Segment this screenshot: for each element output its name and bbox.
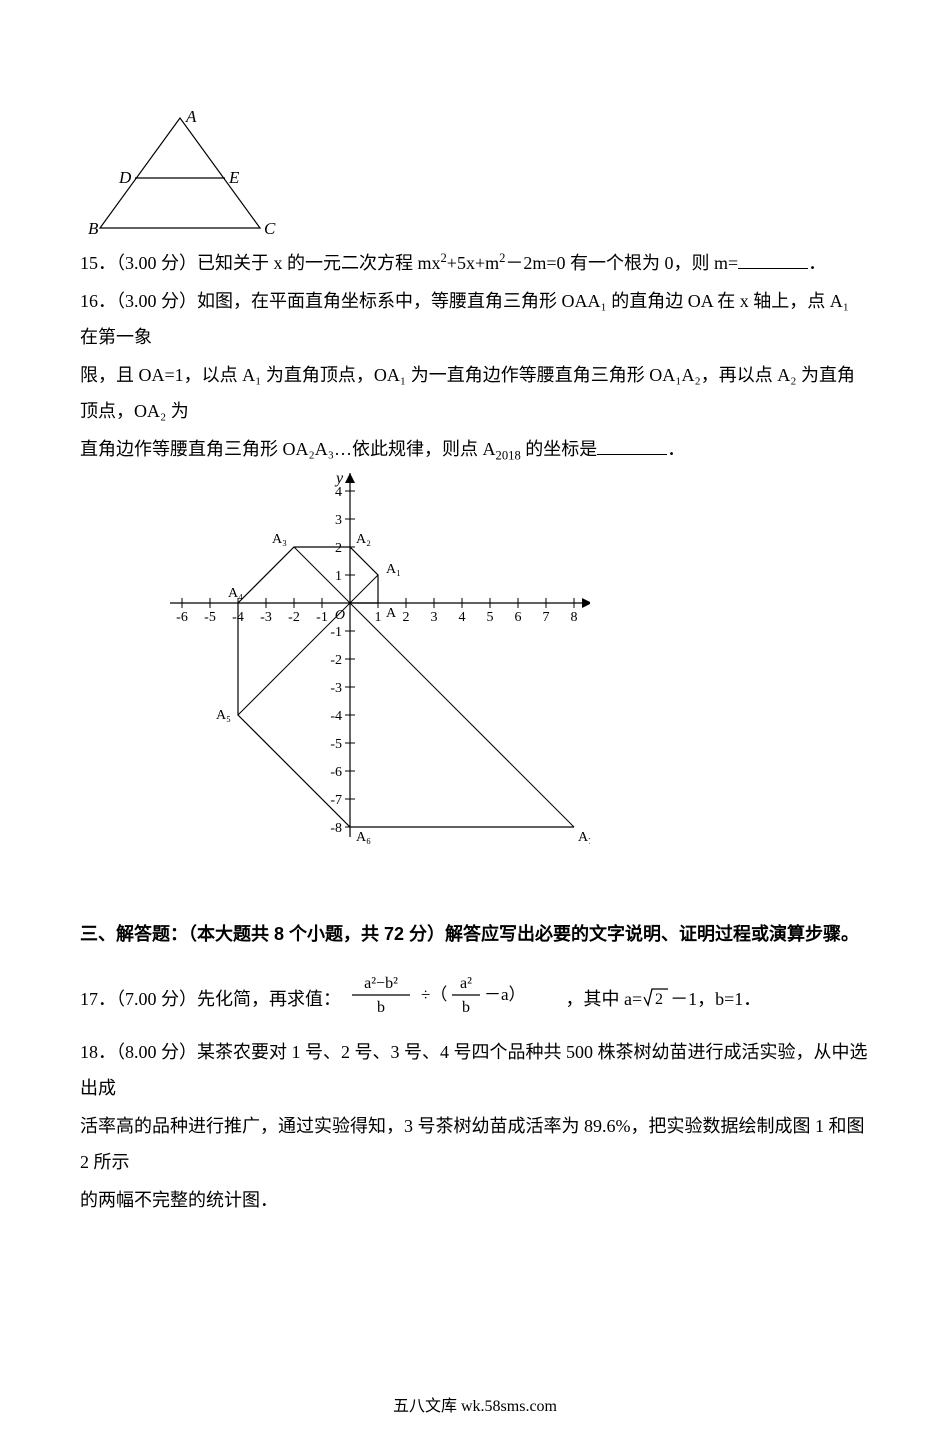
svg-text:-6: -6 bbox=[176, 610, 188, 625]
svg-text:2: 2 bbox=[335, 541, 342, 556]
svg-text:8: 8 bbox=[571, 610, 578, 625]
question-18-line2: 活率高的品种进行推广，通过实验得知，3 号茶树幼苗成活率为 89.6%，把实验数… bbox=[80, 1108, 870, 1180]
svg-text:A₁: A₁ bbox=[386, 562, 401, 577]
question-18-line1: 18．（8.00 分）某茶农要对 1 号、2 号、3 号、4 号四个品种共 50… bbox=[80, 1034, 870, 1106]
svg-text:-4: -4 bbox=[330, 709, 342, 724]
svg-text:-5: -5 bbox=[204, 610, 216, 625]
svg-text:-1: -1 bbox=[330, 625, 342, 640]
svg-text:y: y bbox=[334, 473, 344, 487]
svg-text:2: 2 bbox=[403, 610, 410, 625]
q17-tail-b: －1，b=1． bbox=[670, 989, 761, 1009]
svg-text:-1: -1 bbox=[316, 610, 328, 625]
page-footer: 五八文库 wk.58sms.com bbox=[0, 1392, 950, 1416]
svg-text:－a）: －a） bbox=[484, 985, 526, 1004]
q16-l3a: 直角边作等腰直角三角形 OA₂A₃…依此规律，则点 A bbox=[80, 439, 496, 459]
q15-text-a: 15．（3.00 分）已知关于 x 的一元二次方程 mx bbox=[80, 253, 441, 273]
svg-text:3: 3 bbox=[335, 513, 342, 528]
svg-text:E: E bbox=[228, 168, 240, 187]
q15-blank[interactable] bbox=[738, 250, 808, 269]
q16-blank[interactable] bbox=[597, 436, 667, 455]
svg-text:1: 1 bbox=[335, 569, 342, 584]
svg-text:A₇: A₇ bbox=[578, 830, 590, 845]
svg-text:a²: a² bbox=[460, 975, 472, 992]
svg-text:-2: -2 bbox=[330, 653, 342, 668]
svg-text:C: C bbox=[264, 219, 276, 238]
svg-text:-2: -2 bbox=[288, 610, 300, 625]
svg-text:a²−b²: a²−b² bbox=[364, 975, 398, 992]
svg-text:A₆: A₆ bbox=[356, 830, 371, 845]
figure-spiral-coordinate: -6-5-4-3-2-1123456781234-1-2-3-4-5-6-7-8… bbox=[170, 473, 870, 888]
q17-sqrt: 2 bbox=[642, 983, 670, 1019]
svg-text:b: b bbox=[377, 999, 385, 1016]
svg-text:A: A bbox=[185, 108, 197, 126]
svg-text:2: 2 bbox=[655, 991, 663, 1007]
svg-text:A₃: A₃ bbox=[272, 532, 287, 547]
svg-text:4: 4 bbox=[335, 485, 342, 500]
svg-text:A₅: A₅ bbox=[216, 708, 231, 723]
svg-text:6: 6 bbox=[515, 610, 522, 625]
section-3-title: 三、解答题：（本大题共 8 个小题，共 72 分）解答应写出必要的文字说明、证明… bbox=[80, 916, 870, 952]
q17-tail-a: ，其中 a= bbox=[566, 989, 643, 1009]
q15-text-d: ． bbox=[808, 253, 826, 273]
svg-text:5: 5 bbox=[487, 610, 494, 625]
q17-formula: a²−b² b ÷（ a² b －a） bbox=[346, 970, 566, 1032]
question-15: 15．（3.00 分）已知关于 x 的一元二次方程 mx2+5x+m2－2m=0… bbox=[80, 245, 870, 281]
svg-text:A₄: A₄ bbox=[228, 586, 243, 601]
q16-l3b: 的坐标是 bbox=[521, 439, 598, 459]
svg-text:3: 3 bbox=[431, 610, 438, 625]
svg-text:÷（: ÷（ bbox=[421, 985, 447, 1004]
figure-triangle-de-bc: A B C D E bbox=[80, 108, 870, 243]
q16-sub2018: 2018 bbox=[496, 449, 521, 463]
svg-text:B: B bbox=[88, 219, 99, 238]
svg-text:4: 4 bbox=[459, 610, 466, 625]
question-17: 17．（7.00 分）先化简，再求值： a²−b² b ÷（ a² b －a） ，其中 a… bbox=[80, 970, 870, 1032]
svg-text:-7: -7 bbox=[330, 793, 342, 808]
svg-text:-3: -3 bbox=[330, 681, 342, 696]
svg-text:b: b bbox=[462, 999, 470, 1016]
svg-text:1: 1 bbox=[375, 610, 382, 625]
q16-l3c: ． bbox=[667, 439, 685, 459]
spiral-svg: -6-5-4-3-2-1123456781234-1-2-3-4-5-6-7-8… bbox=[170, 473, 590, 883]
svg-text:A₂: A₂ bbox=[356, 532, 371, 547]
svg-text:7: 7 bbox=[543, 610, 550, 625]
question-18-line3: 的两幅不完整的统计图． bbox=[80, 1182, 870, 1218]
svg-text:-6: -6 bbox=[330, 765, 342, 780]
question-16-line3: 直角边作等腰直角三角形 OA₂A₃…依此规律，则点 A2018 的坐标是 ． bbox=[80, 431, 870, 469]
svg-text:A: A bbox=[386, 606, 397, 621]
q15-text-c: －2m=0 有一个根为 0，则 m= bbox=[505, 253, 738, 273]
q15-text-b: +5x+m bbox=[447, 253, 499, 273]
question-16-line1: 16．（3.00 分）如图，在平面直角坐标系中，等腰直角三角形 OAA₁ 的直角… bbox=[80, 283, 870, 355]
svg-text:O: O bbox=[335, 608, 345, 623]
question-16-line2: 限，且 OA=1，以点 A₁ 为直角顶点，OA₁ 为一直角边作等腰直角三角形 O… bbox=[80, 357, 870, 429]
q17-prefix: 17．（7.00 分）先化简，再求值： bbox=[80, 989, 341, 1009]
svg-text:-8: -8 bbox=[330, 821, 342, 836]
svg-text:-3: -3 bbox=[260, 610, 272, 625]
triangle-svg: A B C D E bbox=[80, 108, 280, 238]
svg-text:D: D bbox=[118, 168, 132, 187]
svg-text:-5: -5 bbox=[330, 737, 342, 752]
